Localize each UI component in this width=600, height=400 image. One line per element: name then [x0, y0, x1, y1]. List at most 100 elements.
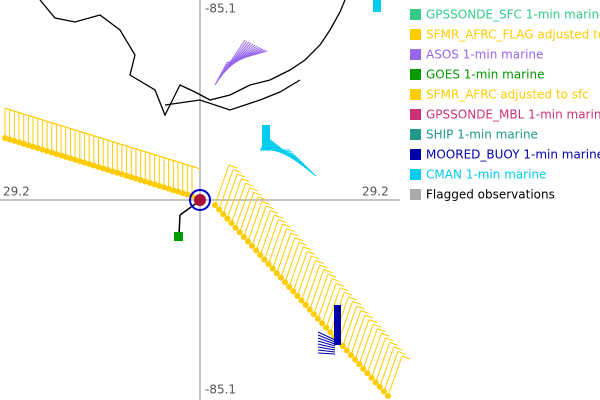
wind-barb — [265, 205, 275, 210]
wind-barb — [218, 169, 234, 210]
wind-barb — [385, 337, 394, 342]
track-dot — [228, 220, 235, 227]
track-dot — [269, 265, 276, 272]
track-dot — [352, 356, 359, 363]
wind-barb — [371, 337, 386, 378]
legend-swatch — [410, 9, 421, 20]
track-dot — [306, 306, 313, 313]
wind-barb — [317, 334, 336, 343]
legend-swatch — [410, 169, 421, 180]
track-dot — [343, 347, 350, 354]
wind-barb — [298, 241, 308, 246]
wind-barb — [247, 201, 263, 242]
storm-center — [194, 194, 206, 206]
wind-barb — [317, 331, 336, 341]
station — [262, 125, 270, 150]
track-dot — [44, 148, 51, 155]
station — [373, 0, 381, 12]
wind-barb — [317, 349, 336, 353]
wind-barb — [261, 200, 271, 205]
coastline — [39, 0, 346, 117]
track-dot — [212, 202, 218, 208]
wind-barb — [350, 314, 366, 356]
wind-barb — [292, 251, 308, 292]
wind-barb — [317, 278, 333, 319]
wind-barb — [360, 310, 369, 314]
track-dot — [339, 342, 346, 349]
track-dot — [25, 142, 32, 149]
wind-barb — [237, 173, 246, 178]
wind-barb — [243, 196, 259, 237]
track-dot — [184, 191, 191, 198]
track-dot — [261, 256, 268, 263]
wind-barb — [235, 187, 251, 228]
track-dot — [114, 169, 121, 176]
station — [334, 305, 341, 345]
track-dot — [128, 174, 135, 181]
wind-barb — [317, 352, 336, 355]
wind-barb — [286, 228, 295, 233]
legend-swatch — [410, 109, 421, 120]
wind-barb — [226, 178, 242, 219]
wind-barb — [239, 192, 255, 233]
legend-label: GPSSONDE_MBL 1-min marine — [426, 108, 600, 122]
track-dot — [364, 370, 371, 377]
legend-label: SHIP 1-min marine — [426, 128, 538, 142]
track-dot — [302, 302, 309, 309]
wind-barb — [342, 305, 358, 347]
track — [179, 201, 199, 216]
wind-barb — [276, 233, 292, 274]
track-dot — [137, 177, 144, 184]
wind-barb — [317, 337, 336, 345]
track-dot — [282, 279, 289, 286]
track-dot — [240, 233, 247, 240]
wind-barb — [305, 264, 321, 306]
wind-barb — [290, 232, 299, 237]
track-dot — [265, 261, 272, 268]
wind-barb — [259, 214, 275, 256]
wind-barb — [344, 291, 353, 296]
track-dot — [224, 215, 231, 222]
observations — [2, 0, 411, 399]
track-dot — [123, 172, 130, 179]
wind-barb — [354, 319, 370, 360]
track-dot — [232, 224, 239, 231]
legend-swatch — [410, 29, 421, 40]
track-dot — [165, 185, 172, 192]
track-dot — [104, 166, 111, 173]
track-dot — [360, 365, 367, 372]
track-dot — [294, 292, 301, 299]
wind-barb — [225, 50, 268, 64]
track-dot — [286, 283, 293, 290]
wind-barb — [272, 228, 288, 269]
wind-barb — [352, 300, 361, 305]
wind-barb — [245, 182, 254, 187]
track-dot — [72, 156, 79, 163]
track-dot — [30, 143, 37, 150]
legend: GPSSONDE_SFC 1-min marine SFMR_AFRC_FLAG … — [410, 8, 600, 202]
wind-barb — [364, 314, 374, 319]
wind-barb — [296, 255, 312, 297]
track-dot — [53, 150, 60, 157]
wind-barb — [278, 219, 287, 224]
track-dot — [62, 153, 69, 160]
wind-barb — [257, 196, 267, 201]
legend-swatch — [410, 89, 421, 100]
wind-barb — [268, 223, 284, 265]
wind-barb — [228, 164, 238, 169]
wind-barb — [191, 165, 201, 170]
legend-label: CMAN 1-min marine — [426, 168, 546, 182]
track-dot — [11, 137, 18, 144]
wind-barb — [401, 355, 411, 360]
wind-barb — [321, 283, 337, 324]
wind-barb — [368, 319, 378, 324]
track-dot — [67, 155, 74, 162]
track-dot — [76, 158, 83, 165]
track-dot — [132, 175, 139, 182]
track-dot — [314, 315, 321, 322]
track-dot — [216, 206, 223, 213]
track-dot — [249, 242, 256, 249]
wind-barb — [366, 333, 382, 374]
wind-barb — [331, 278, 341, 283]
track-dot — [244, 238, 251, 245]
